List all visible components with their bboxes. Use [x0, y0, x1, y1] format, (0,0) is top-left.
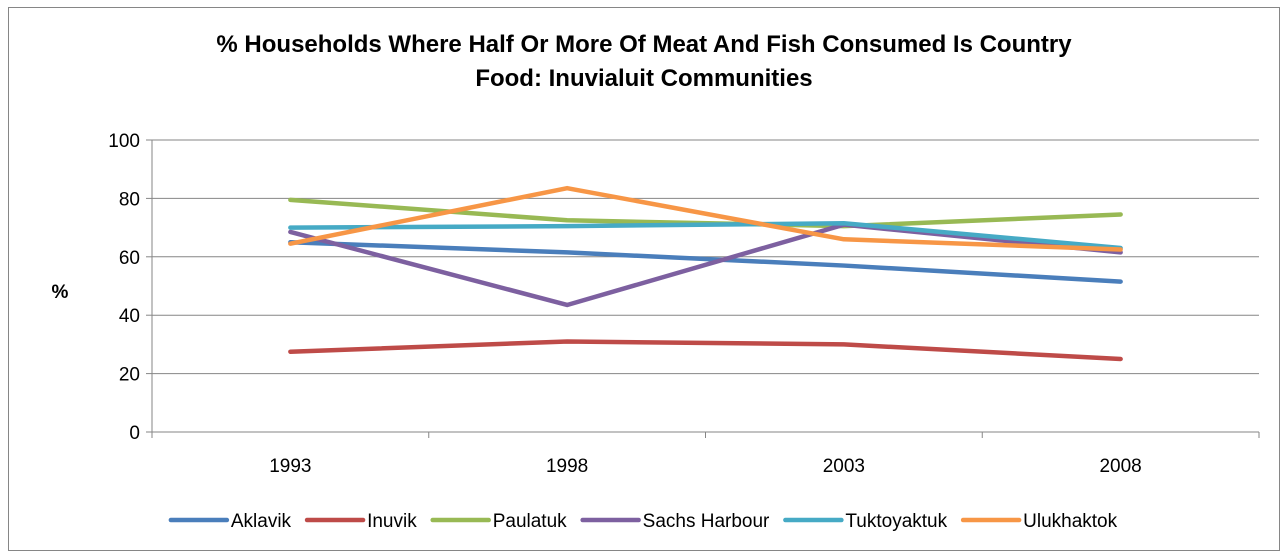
legend: Aklavik Inuvik Paulatuk Sachs Harbour Tuktoy… [168, 511, 1118, 532]
series-line-sachs-harbour [288, 222, 1123, 308]
series-line-aklavik [288, 239, 1123, 284]
axes [151, 140, 1260, 438]
x-tick-label-2003: 2003 [823, 456, 865, 477]
legend-label-aklavik: Aklavik [231, 511, 292, 532]
legend-label-inuvik: Inuvik [367, 511, 417, 532]
y-tick-label: 60 [119, 248, 140, 269]
chart-title: % Households Where Half Or More Of Meat … [0, 28, 1288, 96]
legend-label-sachs-harbour: Sachs Harbour [643, 511, 770, 532]
y-tick-label: 100 [108, 131, 140, 152]
x-tick-labels: 1993 1998 2003 2008 [269, 456, 1142, 477]
legend-label-tuktoyaktuk: Tuktoyaktuk [845, 511, 947, 532]
legend-label-ulukhaktok: Ulukhaktok [1023, 511, 1117, 532]
series-line-tuktoyaktuk [288, 220, 1123, 251]
chart-title-line-1: % Households Where Half Or More Of Meat … [216, 31, 1072, 58]
series-lines [288, 185, 1123, 362]
chart-title-line-2: Food: Inuvialuit Communities [475, 65, 813, 92]
x-tick-label-2008: 2008 [1099, 456, 1141, 477]
y-tick-label: 80 [119, 189, 140, 210]
x-tick-label-1998: 1998 [546, 456, 588, 477]
series-line-inuvik [288, 339, 1123, 362]
y-axis-label: % [52, 282, 69, 303]
legend-label-paulatuk: Paulatuk [493, 511, 567, 532]
y-tick-label: 20 [119, 365, 140, 386]
gridlines [146, 139, 1259, 433]
x-tick-label-1993: 1993 [269, 456, 311, 477]
y-tick-labels: 0 20 40 60 80 100 [108, 131, 140, 444]
y-tick-label: 0 [129, 423, 140, 444]
series-line-ulukhaktok [288, 185, 1123, 252]
y-tick-label: 40 [119, 306, 140, 327]
